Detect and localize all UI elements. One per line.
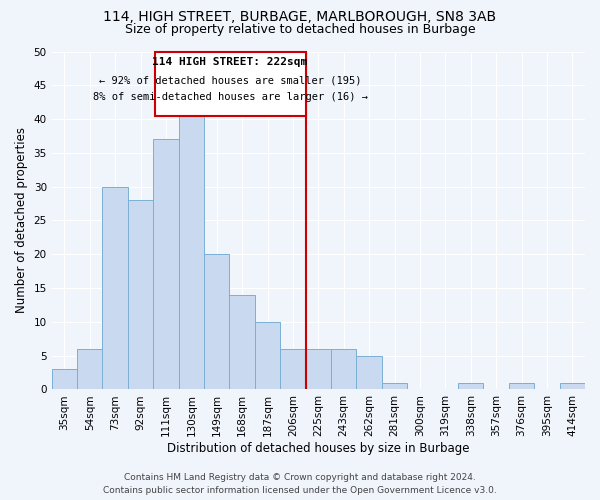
X-axis label: Distribution of detached houses by size in Burbage: Distribution of detached houses by size …	[167, 442, 470, 455]
Bar	[153, 140, 179, 390]
Bar	[52, 369, 77, 390]
Bar	[77, 349, 103, 390]
Text: Size of property relative to detached houses in Burbage: Size of property relative to detached ho…	[125, 22, 475, 36]
Bar	[560, 382, 585, 390]
Bar	[458, 382, 484, 390]
Bar	[280, 349, 305, 390]
Text: 114, HIGH STREET, BURBAGE, MARLBOROUGH, SN8 3AB: 114, HIGH STREET, BURBAGE, MARLBOROUGH, …	[103, 10, 497, 24]
Text: ← 92% of detached houses are smaller (195): ← 92% of detached houses are smaller (19…	[99, 75, 361, 85]
Bar	[204, 254, 229, 390]
Bar	[103, 186, 128, 390]
Bar	[229, 295, 255, 390]
Bar	[509, 382, 534, 390]
Y-axis label: Number of detached properties: Number of detached properties	[15, 128, 28, 314]
Text: 114 HIGH STREET: 222sqm: 114 HIGH STREET: 222sqm	[152, 57, 308, 67]
FancyBboxPatch shape	[155, 52, 305, 116]
Bar	[305, 349, 331, 390]
Bar	[128, 200, 153, 390]
Bar	[255, 322, 280, 390]
Text: 8% of semi-detached houses are larger (16) →: 8% of semi-detached houses are larger (1…	[92, 92, 368, 102]
Bar	[356, 356, 382, 390]
Text: Contains HM Land Registry data © Crown copyright and database right 2024.
Contai: Contains HM Land Registry data © Crown c…	[103, 474, 497, 495]
Bar	[179, 106, 204, 390]
Bar	[382, 382, 407, 390]
Bar	[331, 349, 356, 390]
